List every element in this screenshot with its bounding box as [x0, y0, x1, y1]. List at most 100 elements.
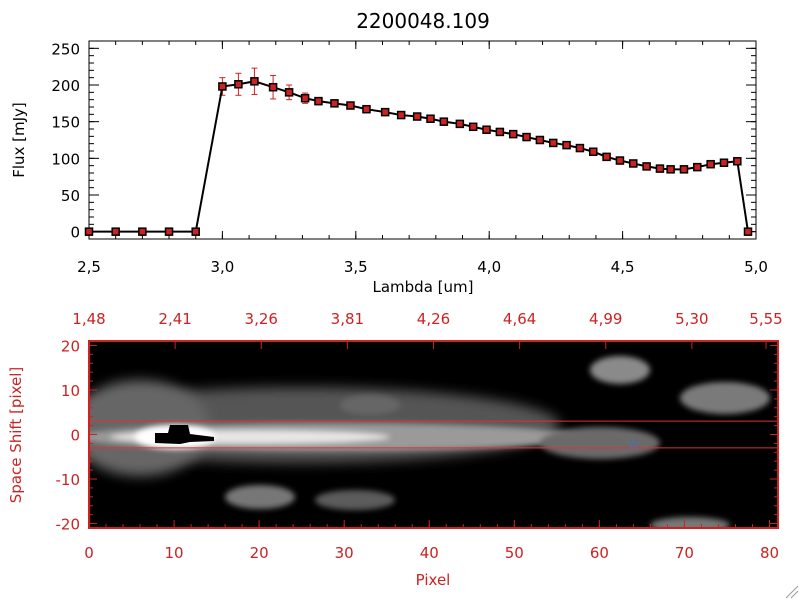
data-point	[412, 112, 422, 121]
data-point	[522, 132, 531, 142]
data-point	[706, 159, 715, 169]
spectrum-x-tick-label: 2,5	[77, 258, 101, 276]
data-point	[468, 122, 478, 132]
spectrum-markers	[84, 77, 753, 236]
blob-upper-mid	[340, 395, 400, 415]
data-point	[743, 227, 753, 236]
image-y-tick-label: 20	[61, 337, 80, 355]
image-wavelength-tick-label: 4,99	[589, 310, 622, 328]
image-x-tick-label: 30	[335, 544, 354, 562]
spectrum-y-tick-label: 100	[51, 150, 80, 168]
image-x-tick-label: 70	[675, 544, 694, 562]
data-point	[602, 152, 611, 162]
chart-title: 2200048.109	[356, 9, 490, 33]
data-point	[733, 157, 742, 166]
data-point	[314, 96, 323, 106]
spectrum-x-ticks: 2,5 3,0 3,5 4,0 4,5 5,0	[77, 41, 768, 276]
data-point	[548, 138, 558, 148]
spectrum-y-tick-label: 50	[61, 187, 80, 205]
blob-upper-right	[590, 356, 650, 384]
data-point	[84, 227, 94, 236]
data-point	[562, 140, 571, 150]
spectral-image-plot: ☆ 0 10 20 30 40 50 60 70 80 -20 -10 0 10 20 1,48 2,41…	[56, 310, 783, 562]
data-point	[268, 82, 278, 92]
image-y-tick-label: -20	[56, 516, 81, 534]
spectrum-y-ticks: 0 50 100 150 200 250	[51, 40, 756, 242]
spectrum-x-tick-label: 3,0	[210, 258, 234, 276]
image-y-label: Space Shift [pixel]	[7, 367, 25, 504]
spectrum-line	[89, 80, 749, 233]
image-x-ticks: 0 10 20 30 40 50 60 70 80	[84, 520, 779, 562]
data-point	[330, 99, 339, 108]
data-point	[111, 227, 120, 236]
data-point	[589, 147, 598, 156]
data-point	[575, 143, 585, 153]
spectrum-error-bars	[219, 67, 741, 172]
image-x-label: Pixel	[416, 571, 451, 589]
blob-bottom-right	[650, 517, 730, 528]
data-point	[719, 158, 729, 167]
image-wavelength-tick-label: 4,26	[417, 310, 450, 328]
spectrum-y-tick-label: 250	[51, 40, 80, 58]
data-point	[250, 77, 259, 86]
image-wavelength-tick-label: 5,30	[675, 310, 708, 328]
blob-lower-left	[225, 485, 295, 509]
image-wavelength-ticks: 1,48 2,41 3,26 3,81 4,26 4,64 4,99 5,30 5,55	[72, 310, 783, 349]
data-point	[218, 82, 227, 91]
image-x-tick-label: 80	[760, 544, 779, 562]
image-wavelength-tick-label: 3,81	[331, 310, 364, 328]
image-y-tick-label: 0	[70, 427, 80, 445]
data-point	[655, 164, 665, 173]
blob-right	[680, 382, 770, 414]
spectrum-plot-frame	[88, 40, 757, 240]
blob-lower-mid	[315, 490, 395, 510]
spectrum-y-label: Flux [mJy]	[10, 102, 28, 178]
saturated-region	[155, 425, 214, 444]
spectrum-plot: 2,5 3,0 3,5 4,0 4,5 5,0 0 50 100 150 200 250	[51, 40, 768, 276]
image-x-tick-label: 20	[250, 544, 269, 562]
spectrum-y-tick-label: 0	[70, 224, 80, 242]
data-point	[535, 135, 545, 145]
data-point	[495, 127, 505, 137]
data-point	[362, 104, 371, 114]
data-point	[396, 110, 406, 120]
data-point	[642, 162, 651, 171]
data-point	[629, 159, 638, 168]
spectrum-x-tick-label: 3,5	[344, 258, 368, 276]
spectrum-x-label: Lambda [um]	[373, 278, 474, 296]
image-wavelength-tick-label: 5,55	[749, 310, 782, 328]
image-wavelength-tick-label: 3,26	[245, 310, 278, 328]
image-x-tick-label: 60	[590, 544, 609, 562]
data-point	[191, 227, 200, 236]
data-point	[234, 80, 243, 89]
data-point	[439, 117, 449, 126]
data-point	[300, 93, 310, 103]
spectrum-x-tick-label: 4,5	[611, 258, 635, 276]
data-point	[693, 162, 702, 172]
image-x-tick-label: 40	[420, 544, 439, 562]
data-point	[679, 165, 689, 174]
image-x-tick-label: 10	[165, 544, 184, 562]
data-point	[455, 119, 465, 129]
data-point	[482, 125, 491, 134]
trace-tail	[540, 427, 660, 459]
data-point	[284, 88, 294, 97]
data-point	[138, 227, 147, 236]
resize-grip-icon[interactable]	[785, 585, 799, 599]
spectrum-x-tick-label: 4,0	[477, 258, 501, 276]
source-star-icon: ☆	[626, 434, 640, 453]
image-x-tick-label: 0	[84, 544, 94, 562]
data-point	[426, 114, 435, 123]
image-wavelength-tick-label: 1,48	[72, 310, 105, 328]
data-point	[666, 165, 675, 174]
spectral-image	[89, 356, 770, 528]
data-point	[346, 101, 355, 110]
data-point	[615, 156, 625, 165]
spectrum-y-tick-label: 150	[51, 114, 80, 132]
spectrum-x-tick-label: 5,0	[744, 258, 768, 276]
image-x-tick-label: 50	[505, 544, 524, 562]
spectrum-y-tick-label: 200	[51, 77, 80, 95]
image-y-tick-label: 10	[61, 382, 80, 400]
image-wavelength-tick-label: 2,41	[158, 310, 191, 328]
